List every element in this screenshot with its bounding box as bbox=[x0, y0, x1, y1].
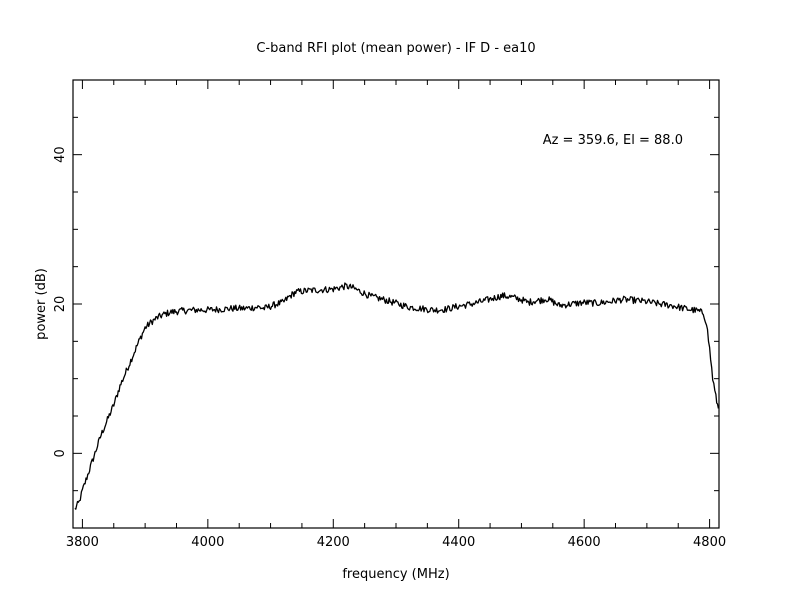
y-axis-ticks: 0 20 40 bbox=[53, 79, 719, 529]
power-series-line bbox=[74, 282, 720, 510]
chart-title: C-band RFI plot (mean power) - IF D - ea… bbox=[256, 41, 535, 56]
x-tick-label: 4600 bbox=[568, 535, 601, 550]
y-tick-label: 40 bbox=[53, 146, 68, 163]
x-tick-label: 4800 bbox=[693, 535, 726, 550]
y-tick-label: 20 bbox=[53, 296, 68, 313]
x-axis-ticks: 3800 4000 4200 4400 4600 4800 bbox=[66, 80, 726, 550]
y-tick-label: 0 bbox=[53, 449, 68, 457]
az-el-annotation: Az = 359.6, El = 88.0 bbox=[543, 133, 683, 148]
x-tick-label: 4000 bbox=[191, 535, 224, 550]
x-tick-label: 4400 bbox=[442, 535, 475, 550]
x-tick-label: 3800 bbox=[66, 535, 99, 550]
x-tick-label: 4200 bbox=[317, 535, 350, 550]
y-axis-label: power (dB) bbox=[34, 268, 49, 340]
x-axis-label: frequency (MHz) bbox=[342, 567, 449, 582]
